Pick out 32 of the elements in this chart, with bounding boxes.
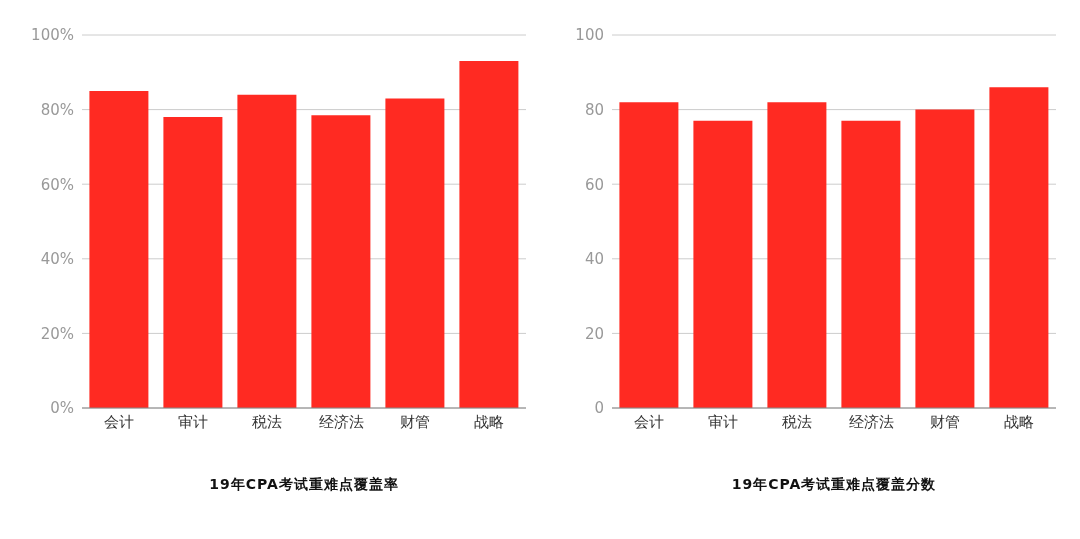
- x-tick-label: 会计: [104, 412, 134, 431]
- x-tick-label: 经济法: [318, 412, 364, 431]
- x-tick-label: 战略: [474, 412, 504, 431]
- y-tick-label: 40%: [40, 250, 74, 269]
- x-tick-label: 财管: [930, 412, 960, 431]
- y-tick-label: 20: [584, 324, 604, 343]
- x-tick-label: 税法: [252, 412, 282, 431]
- bar: [237, 94, 297, 408]
- bar: [163, 117, 223, 408]
- y-tick-label: 100%: [31, 26, 74, 45]
- text: 19年CPA考试重难点覆盖率: [208, 476, 400, 494]
- x-tick-label: 审计: [708, 412, 738, 431]
- bar: [311, 115, 371, 408]
- y-tick-label: 80: [584, 100, 604, 119]
- bar: [459, 61, 519, 408]
- y-tick-label: 20%: [40, 324, 74, 343]
- y-tick-label: 80%: [40, 100, 74, 119]
- x-tick-label: 税法: [782, 412, 812, 431]
- x-tick-label: 经济法: [848, 412, 894, 431]
- bar: [89, 90, 149, 408]
- text: 19年CPA考试重难点覆盖分数: [730, 476, 938, 494]
- x-tick-label: 财管: [400, 412, 430, 431]
- y-tick-label: 0%: [50, 399, 74, 418]
- y-tick-label: 0: [594, 399, 604, 418]
- y-tick-label: 60%: [40, 175, 74, 194]
- x-tick-label: 会计: [634, 412, 664, 431]
- x-tick-label: 审计: [178, 412, 208, 431]
- y-tick-label: 100: [575, 26, 604, 45]
- bar: [385, 98, 445, 408]
- x-tick-label: 战略: [1004, 412, 1034, 431]
- y-tick-label: 60: [584, 175, 604, 194]
- y-tick-label: 40: [584, 250, 604, 269]
